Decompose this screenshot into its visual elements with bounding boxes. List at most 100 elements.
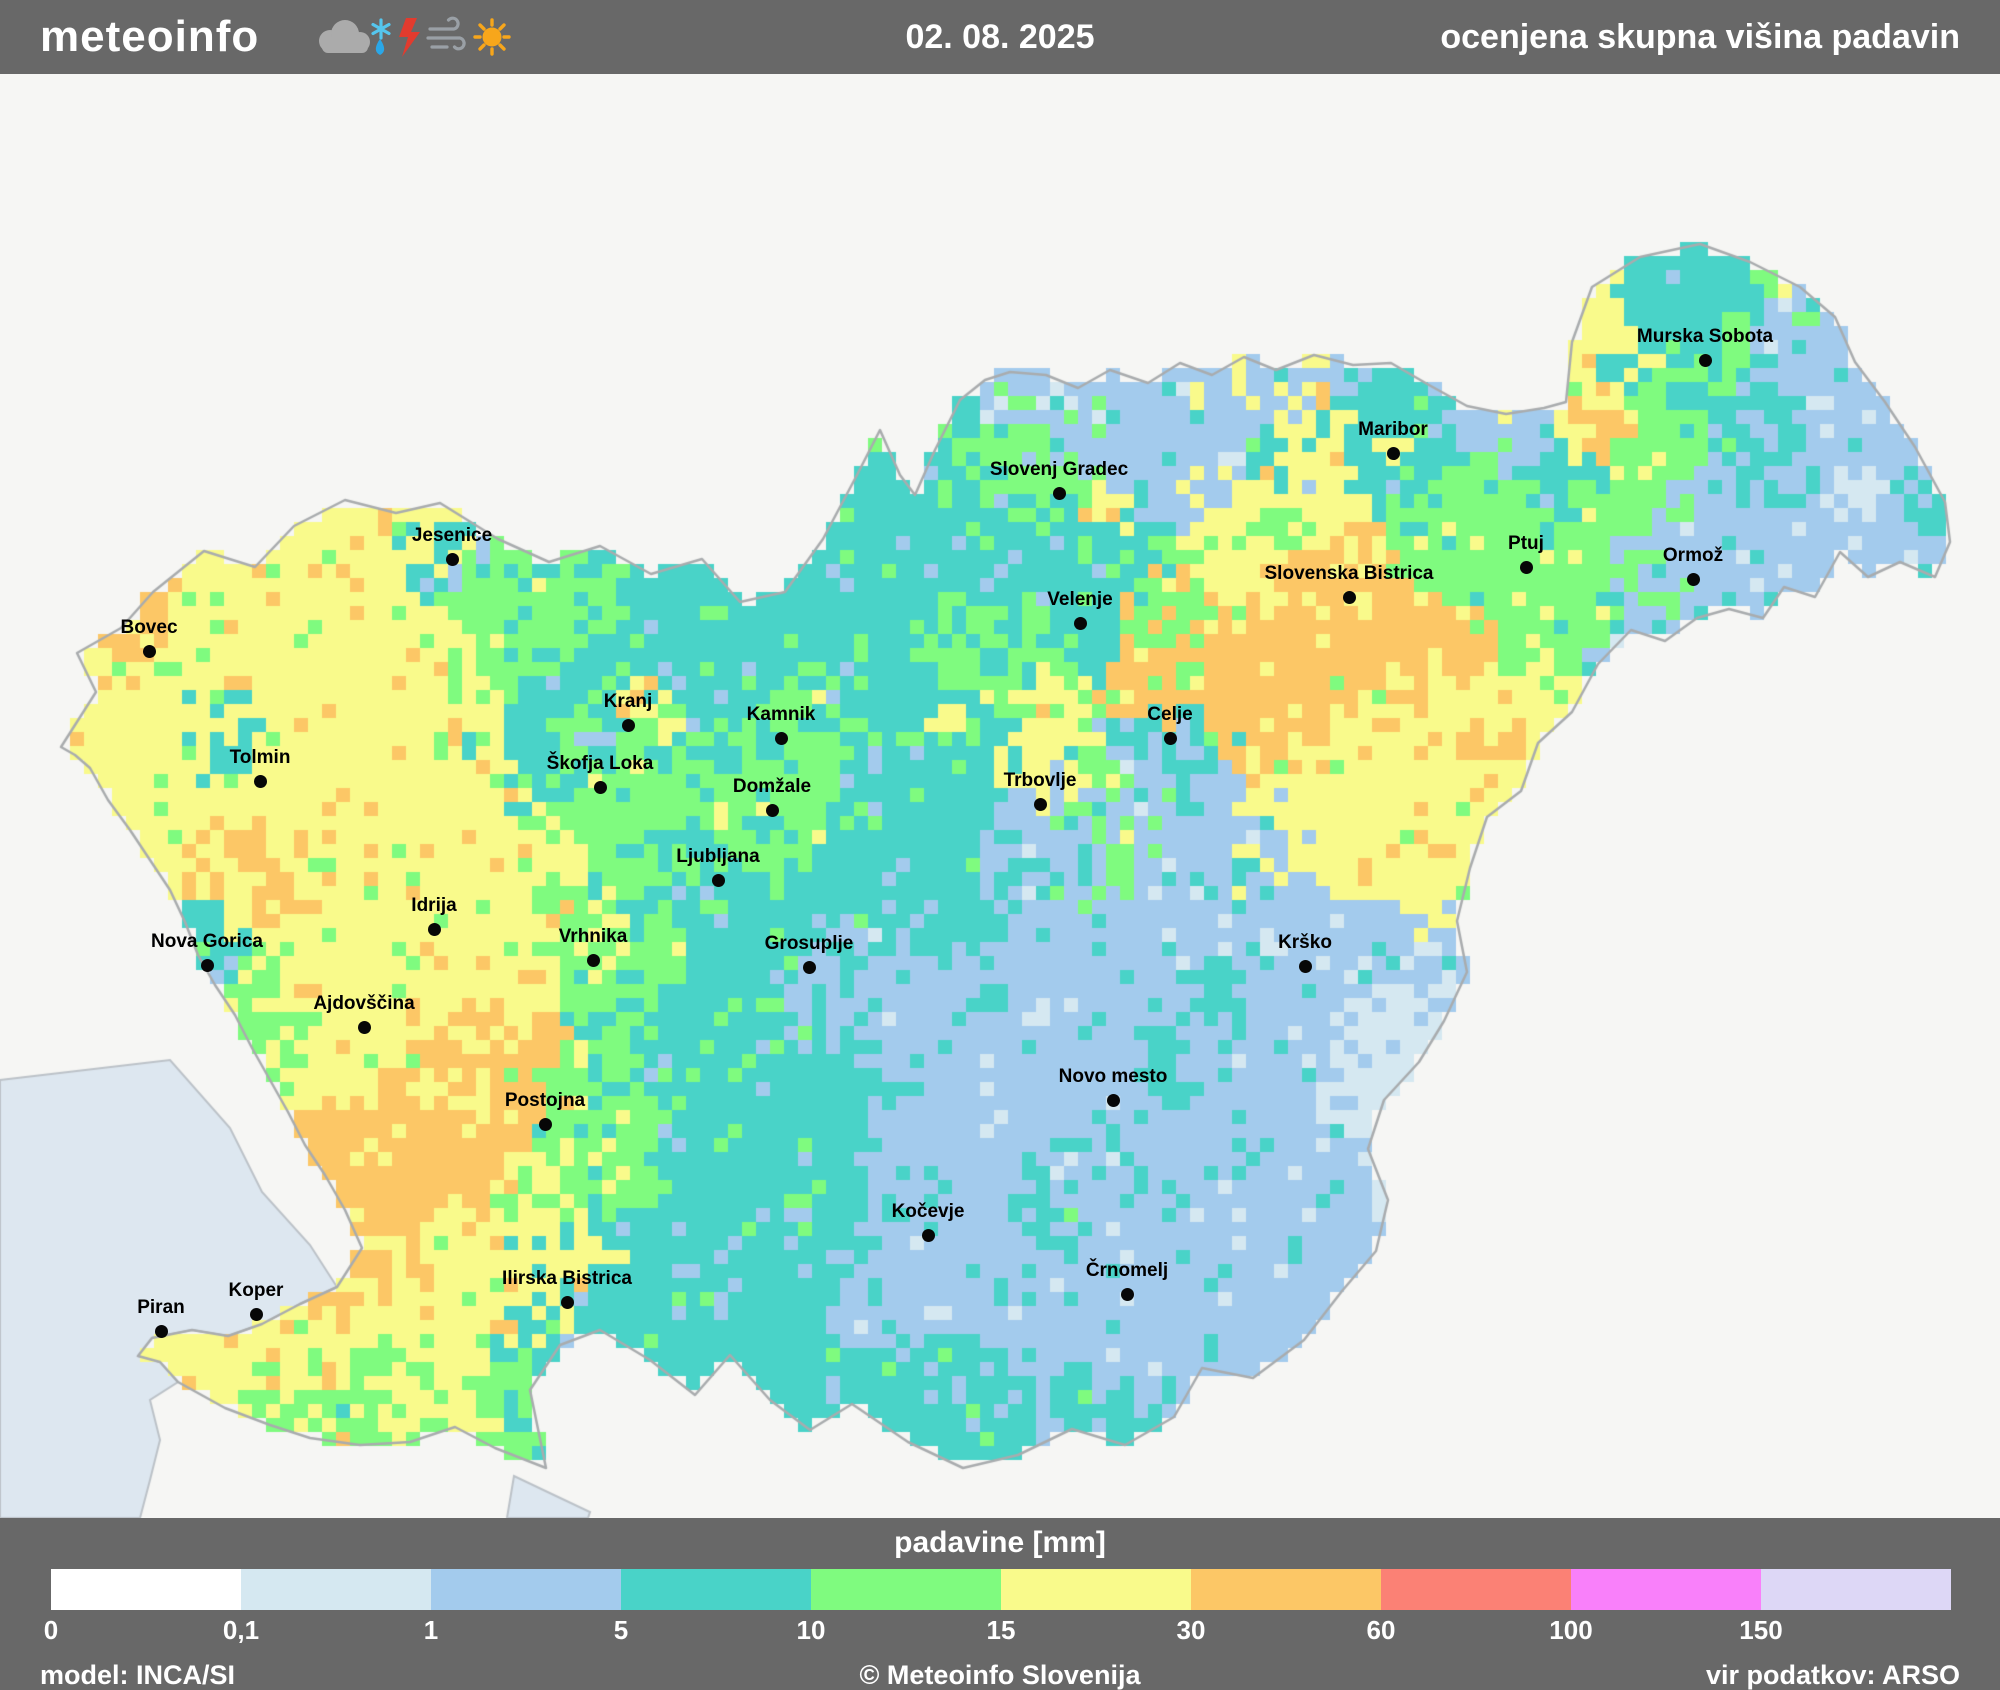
legend-label: 30 xyxy=(1176,1615,1206,1645)
city-marker-dot[interactable] xyxy=(142,644,156,658)
city-label: Celje xyxy=(1147,704,1193,725)
legend-label: 0 xyxy=(43,1615,59,1645)
city-marker-dot[interactable] xyxy=(200,958,214,972)
city-marker-dot[interactable] xyxy=(154,1324,168,1338)
city-marker-dot[interactable] xyxy=(921,1228,935,1242)
city-marker-dot[interactable] xyxy=(774,731,788,745)
legend-color-segment xyxy=(241,1569,431,1610)
city-marker-dot[interactable] xyxy=(586,953,600,967)
city-marker-dot[interactable] xyxy=(765,803,779,817)
city-marker-dot[interactable] xyxy=(253,774,267,788)
city-label: Slovenj Gradec xyxy=(989,459,1129,480)
page-title: ocenjena skupna višina padavin xyxy=(1440,17,1960,56)
legend-label: 10 xyxy=(796,1615,826,1645)
city-marker-dot[interactable] xyxy=(538,1117,552,1131)
city-label: Novo mesto xyxy=(1058,1066,1168,1087)
legend-label: 0,1 xyxy=(222,1615,260,1645)
city-label: Grosuplje xyxy=(764,933,854,954)
legend-color-bar xyxy=(51,1569,1951,1610)
city-marker-dot[interactable] xyxy=(357,1020,371,1034)
legend-label: 1 xyxy=(423,1615,439,1645)
legend-color-segment xyxy=(51,1569,241,1610)
city-marker-dot[interactable] xyxy=(1120,1287,1134,1301)
raindrop-icon xyxy=(376,39,385,55)
legend-labels: 0 0,1 1 5 10 15 30 60 100 150 xyxy=(44,1615,1951,1645)
city-label: Slovenska Bistrica xyxy=(1264,563,1434,584)
legend-color-segment xyxy=(1001,1569,1191,1610)
city-label: Postojna xyxy=(504,1090,586,1111)
legend-color-segment xyxy=(621,1569,811,1610)
city-marker-dot[interactable] xyxy=(445,552,459,566)
source-label: vir podatkov: ARSO xyxy=(1705,1660,1960,1690)
city-label: Maribor xyxy=(1358,419,1428,440)
sun-icon xyxy=(473,18,511,56)
model-label: model: INCA/SI xyxy=(40,1660,236,1690)
city-label: Domžale xyxy=(732,776,812,797)
city-label: Tolmin xyxy=(229,747,291,768)
legend-color-segment xyxy=(811,1569,1001,1610)
city-label: Ljubljana xyxy=(676,846,760,867)
legend-color-segment xyxy=(1761,1569,1951,1610)
city-label: Škofja Loka xyxy=(546,753,654,774)
city-marker-dot[interactable] xyxy=(1298,959,1312,973)
city-label: Koper xyxy=(228,1280,284,1301)
city-marker-dot[interactable] xyxy=(1342,590,1356,604)
city-label: Idrija xyxy=(411,895,457,916)
wind-icon xyxy=(426,16,466,51)
city-marker-dot[interactable] xyxy=(1052,486,1066,500)
city-marker-dot[interactable] xyxy=(621,718,635,732)
city-marker-dot[interactable] xyxy=(1686,572,1700,586)
city-label: Kamnik xyxy=(746,704,816,725)
city-marker-dot[interactable] xyxy=(1698,353,1712,367)
legend-bar-footer: padavine [mm] 0 0,1 1 5 10 15 30 60 100 150 model… xyxy=(0,1518,2000,1690)
meteoinfo-logo[interactable]: meteoinfo xyxy=(40,12,260,61)
city-marker-dot[interactable] xyxy=(1033,797,1047,811)
city-layer: Bovec Jesenice Tolmin Kranj Kamnik Škofja Lok… xyxy=(0,74,2000,1518)
city-marker-dot[interactable] xyxy=(711,873,725,887)
city-label: Ajdovščina xyxy=(313,993,415,1014)
precipitation-map-canvas[interactable] xyxy=(0,74,2000,1518)
city-label: Ormož xyxy=(1662,545,1724,566)
city-marker-dot[interactable] xyxy=(249,1307,263,1321)
city-label: Ilirska Bistrica xyxy=(502,1268,632,1289)
city-label: Velenje xyxy=(1047,589,1113,610)
city-marker-dot[interactable] xyxy=(560,1295,574,1309)
city-label: Črnomelj xyxy=(1085,1260,1169,1281)
city-marker-dot[interactable] xyxy=(1386,446,1400,460)
city-label: Murska Sobota xyxy=(1636,326,1774,347)
snowflake-icon xyxy=(371,18,391,40)
cloud-icon xyxy=(319,20,371,53)
weather-icons xyxy=(319,16,511,57)
legend-label: 60 xyxy=(1366,1615,1396,1645)
city-label: Vrhnika xyxy=(558,926,628,947)
header-bar: meteoinfo 02. 08. xyxy=(0,0,2000,74)
city-marker-dot[interactable] xyxy=(802,960,816,974)
city-marker-dot[interactable] xyxy=(1106,1093,1120,1107)
city-label: Piran xyxy=(137,1297,185,1318)
city-label: Bovec xyxy=(120,617,178,638)
legend-color-segment xyxy=(1571,1569,1761,1610)
city-marker-dot[interactable] xyxy=(593,780,607,794)
legend-title: padavine [mm] xyxy=(894,1526,1106,1559)
legend-label: 150 xyxy=(1739,1615,1783,1645)
city-marker-dot[interactable] xyxy=(427,922,441,936)
city-marker-dot[interactable] xyxy=(1073,616,1087,630)
legend-label: 5 xyxy=(613,1615,629,1645)
copyright-label: © Meteoinfo Slovenija xyxy=(859,1660,1141,1690)
lightning-icon xyxy=(399,18,421,57)
city-label: Kočevje xyxy=(891,1201,965,1222)
city-label: Krško xyxy=(1278,932,1332,953)
legend-label: 15 xyxy=(986,1615,1016,1645)
city-marker-dot[interactable] xyxy=(1519,560,1533,574)
city-label: Nova Gorica xyxy=(151,931,263,952)
header-date: 02. 08. 2025 xyxy=(905,17,1095,56)
legend-color-segment xyxy=(1381,1569,1571,1610)
city-label: Kranj xyxy=(603,691,653,712)
city-label: Jesenice xyxy=(411,525,493,546)
legend-color-segment xyxy=(1191,1569,1381,1610)
city-label: Trbovlje xyxy=(1003,770,1077,791)
legend-label: 100 xyxy=(1549,1615,1593,1645)
city-marker-dot[interactable] xyxy=(1163,731,1177,745)
city-label: Ptuj xyxy=(1508,533,1544,554)
